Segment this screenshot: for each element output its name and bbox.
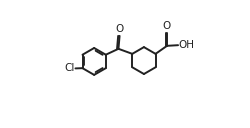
- Text: OH: OH: [178, 40, 194, 50]
- Text: Cl: Cl: [64, 63, 74, 73]
- Text: O: O: [162, 21, 170, 31]
- Text: O: O: [115, 24, 123, 34]
